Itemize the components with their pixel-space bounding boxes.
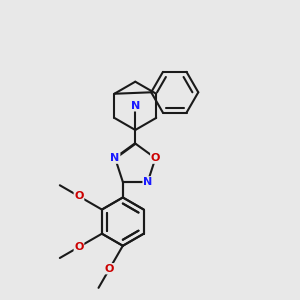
Text: N: N [143, 177, 152, 187]
Text: O: O [74, 191, 84, 201]
Text: O: O [151, 153, 160, 163]
Text: O: O [74, 242, 84, 252]
Text: N: N [131, 101, 140, 111]
Text: O: O [105, 264, 114, 274]
Text: N: N [110, 153, 120, 163]
